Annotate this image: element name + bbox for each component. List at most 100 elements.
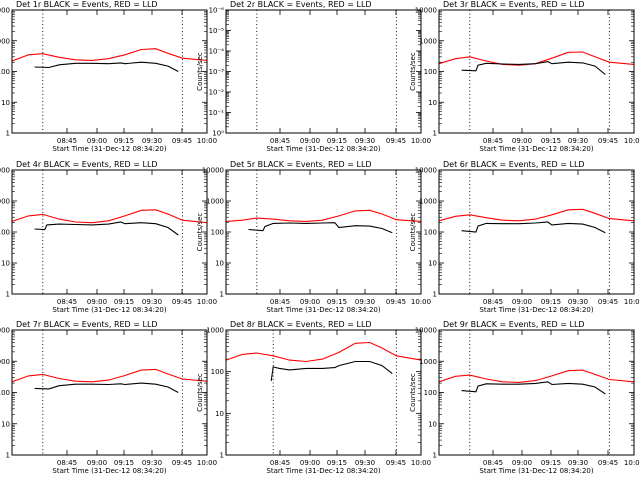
plot-frame [11,329,208,456]
y-tick-label: 1000 [419,198,437,206]
events-series-line [461,381,606,395]
panel-det-7: Det 7r BLACK = Events, RED = LLD 1 10 100 10… [0,320,217,475]
y-tick-label: 1 [6,130,10,138]
x-tick-label: 09:00 [512,137,532,145]
y-axis-label: Counts/sec [196,213,204,252]
x-tick-label: 09:45 [172,298,192,306]
y-tick-label: 100 [424,229,437,237]
x-tick-label: 09:15 [327,459,347,467]
plot-frame [438,329,635,456]
y-tick-label: 100 [0,229,10,237]
x-tick-label: 09:00 [87,459,107,467]
y-tick-label: 1 [433,291,437,299]
plot-frame [225,329,422,456]
x-axis-label: Start Time (31-Dec-12 08:34:20) [479,306,593,314]
x-tick-label: 09:15 [541,298,561,306]
x-axis-label: Start Time (31-Dec-12 08:34:20) [266,306,380,314]
panel-det-3: Det 3r BLACK = Events, RED = LLD 1 10 100 10… [409,0,640,153]
x-axis-label: Start Time (31-Dec-12 08:34:20) [52,467,166,475]
lld-series-line [225,209,422,222]
events-series-line [461,61,606,75]
y-tick-label: 1 [220,291,224,299]
x-tick-label: 09:45 [598,298,618,306]
x-tick-label: 09:30 [142,298,162,306]
x-tick-label: 10:00 [197,459,217,467]
events-series-line [34,61,179,72]
y-tick-label: 1 [6,291,10,299]
lld-series-line [438,369,635,383]
y-tick-label: 100 [211,368,224,376]
x-tick-label: 08:45 [483,298,503,306]
x-axis-label: Start Time (31-Dec-12 08:34:20) [52,306,166,314]
lld-series-line [438,208,635,222]
x-tick-label: 08:45 [270,137,290,145]
y-tick-label: 10 [428,260,437,268]
x-axis-label: Start Time (31-Dec-12 08:34:20) [479,145,593,153]
lld-series-line [11,48,208,62]
y-tick-label: 1000 [206,327,224,335]
events-series-line [34,382,179,393]
x-tick-label: 09:45 [172,459,192,467]
panel-title: Det 9r BLACK = Events, RED = LLD [443,320,585,329]
y-tick-label: 1000 [0,37,10,45]
y-tick-label: 10⁻² [209,89,225,97]
panel-det-6: Det 6r BLACK = Events, RED = LLD 1 10 100 10… [409,160,640,314]
events-series-line [34,221,179,236]
x-tick-label: 09:15 [114,459,134,467]
panel-det-4: Det 4r BLACK = Events, RED = LLD 1 10 100 10… [0,160,217,314]
x-tick-label: 09:30 [142,137,162,145]
x-tick-label: 09:15 [327,137,347,145]
x-axis-label: Start Time (31-Dec-12 08:34:20) [266,467,380,475]
y-tick-label: 1 [6,452,10,460]
panel-title: Det 4r BLACK = Events, RED = LLD [16,160,158,169]
panel-det-2: Det 2r BLACK = Events, RED = LLD 10⁰ 10⁻¹ 1… [196,0,431,153]
y-tick-label: 1000 [419,358,437,366]
y-tick-label: 100 [0,389,10,397]
y-tick-label: 10000 [415,7,437,15]
plot-frame [11,169,208,295]
x-tick-label: 09:30 [568,459,588,467]
x-tick-label: 10:00 [197,298,217,306]
panel-title: Det 5r BLACK = Events, RED = LLD [230,160,372,169]
panel-title: Det 8r BLACK = Events, RED = LLD [230,320,372,329]
y-tick-label: 10⁻¹ [209,109,225,117]
x-tick-label: 09:00 [300,137,320,145]
x-axis-label: Start Time (31-Dec-12 08:34:20) [52,145,166,153]
x-tick-label: 09:30 [355,298,375,306]
y-tick-label: 100 [424,68,437,76]
y-tick-label: 10⁻⁶ [209,7,225,15]
panel-title: Det 3r BLACK = Events, RED = LLD [443,0,585,9]
y-tick-label: 100 [424,389,437,397]
y-tick-label: 10⁻⁴ [209,48,225,56]
panel-title: Det 2r BLACK = Events, RED = LLD [230,0,372,9]
panel-title: Det 6r BLACK = Events, RED = LLD [443,160,585,169]
x-tick-label: 09:30 [355,459,375,467]
y-tick-label: 10000 [0,327,10,335]
panel-det-8: Det 8r BLACK = Events, RED = LLD 1 10 100 10… [196,320,431,475]
x-tick-label: 09:15 [327,298,347,306]
y-tick-label: 10000 [202,167,224,175]
panel-det-9: Det 9r BLACK = Events, RED = LLD 1 10 100 10… [409,320,640,475]
x-tick-label: 09:45 [386,459,406,467]
panel-title: Det 1r BLACK = Events, RED = LLD [16,0,158,9]
y-tick-label: 10⁰ [212,130,224,138]
x-tick-label: 09:00 [300,298,320,306]
y-tick-label: 10⁻⁵ [209,27,225,35]
x-tick-label: 09:15 [114,137,134,145]
x-axis-label: Start Time (31-Dec-12 08:34:20) [266,145,380,153]
x-tick-label: 09:15 [541,137,561,145]
x-tick-label: 09:30 [568,137,588,145]
x-tick-label: 09:30 [568,298,588,306]
x-tick-label: 09:30 [355,137,375,145]
y-tick-label: 10⁻³ [209,68,225,76]
y-tick-label: 1000 [0,358,10,366]
x-tick-label: 09:45 [386,137,406,145]
x-tick-label: 10:00 [624,298,640,306]
y-tick-label: 10000 [415,167,437,175]
events-series-line [270,360,393,381]
x-tick-label: 08:45 [57,298,77,306]
x-tick-label: 10:00 [411,298,431,306]
y-axis-label: Counts/sec [196,373,204,412]
